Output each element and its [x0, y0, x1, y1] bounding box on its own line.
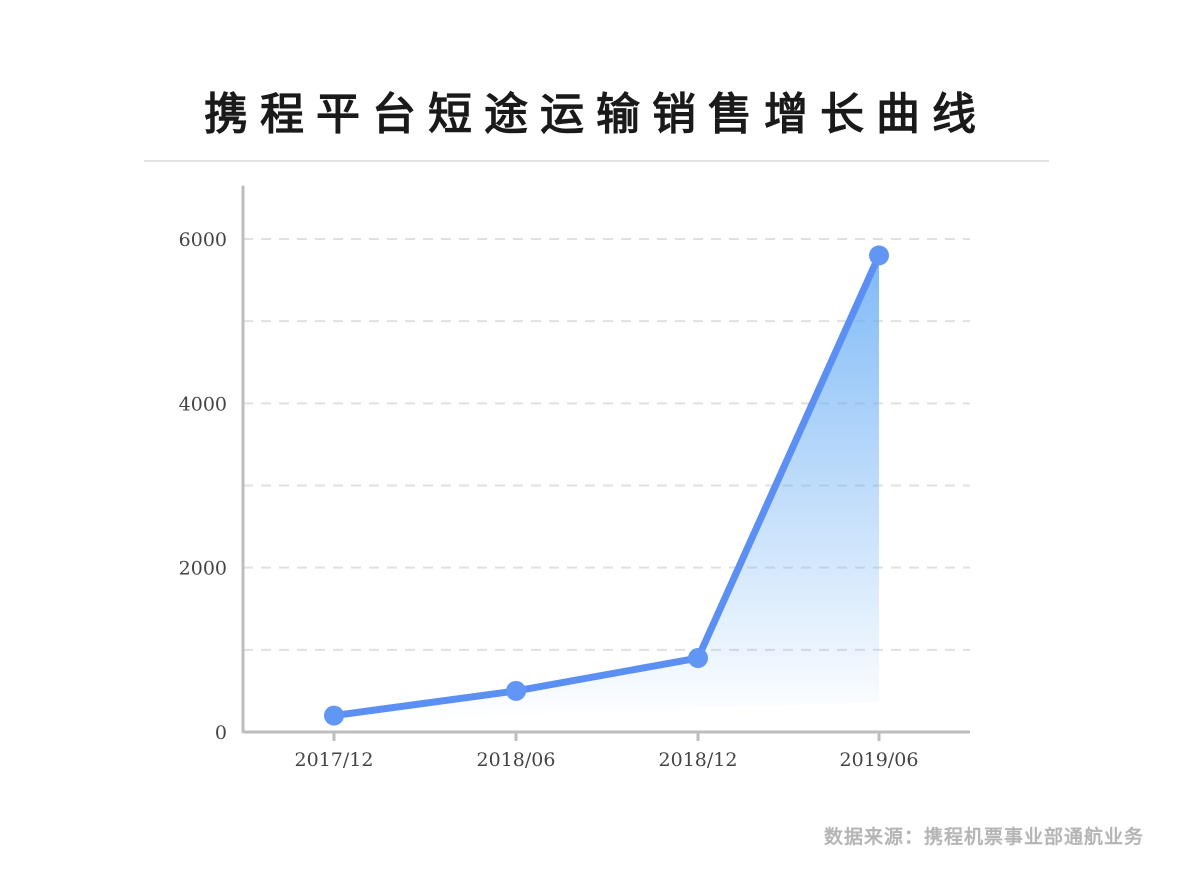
area-fill: [334, 255, 879, 722]
chart-title: 携程平台短途运输销售增长曲线: [204, 89, 988, 140]
data-source-note: 数据来源：携程机票事业部通航业务: [823, 826, 1144, 848]
y-tick-label: 0: [215, 722, 227, 744]
data-point: [688, 648, 708, 669]
title-divider: [144, 160, 1049, 162]
series-line: [333, 253, 883, 720]
x-tick-label: 2018/12: [659, 749, 738, 771]
x-tick-label: 2018/06: [477, 749, 556, 771]
y-tick-label: 4000: [179, 393, 227, 415]
data-point: [869, 245, 889, 266]
x-tick-label: 2019/06: [840, 749, 919, 771]
y-tick-label: 6000: [179, 229, 227, 251]
data-point: [506, 680, 526, 701]
x-tick-label: 2017/12: [295, 749, 374, 771]
y-tick-label: 2000: [179, 558, 227, 580]
data-point: [324, 705, 344, 726]
